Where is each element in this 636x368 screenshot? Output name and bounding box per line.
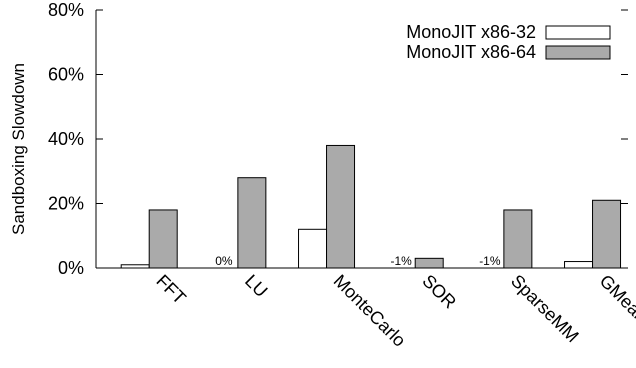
- category-label: SparseMM: [507, 271, 583, 347]
- category-label: GMean: [596, 271, 636, 327]
- category-label: FFT: [152, 271, 189, 308]
- category-label: SOR: [418, 271, 460, 313]
- legend-swatch: [545, 25, 611, 40]
- y-tick-label: 0%: [58, 258, 84, 278]
- labels: 0% 20% 40% 60% 80% Sandboxing Slowdown FFT LU Mo…: [9, 0, 636, 351]
- bar-x86-64-sparsemm: [503, 209, 533, 269]
- bar-x86-64-gmean: [592, 199, 622, 269]
- bar-x86-64-fft: [148, 209, 178, 269]
- legend-swatch: [545, 45, 611, 60]
- bar-x86-32-fft: [120, 264, 150, 269]
- bar-x86-32-montecarlo: [298, 228, 328, 269]
- category-label: LU: [241, 271, 271, 301]
- legend-label: MonoJIT x86-64: [406, 42, 536, 62]
- bars: [120, 144, 622, 269]
- data-label: -1%: [391, 254, 413, 268]
- bar-x86-32-gmean: [564, 261, 594, 269]
- category-label: MonteCarlo: [330, 271, 410, 351]
- bar-x86-64-sor: [414, 257, 444, 269]
- data-label: -1%: [479, 254, 501, 268]
- legend-label: MonoJIT x86-32: [406, 22, 536, 42]
- y-axis-label: Sandboxing Slowdown: [9, 63, 28, 235]
- y-tick-label: 60%: [48, 65, 84, 85]
- bar-x86-64-montecarlo: [326, 144, 356, 269]
- y-tick-label: 80%: [48, 0, 84, 20]
- axes: [95, 9, 628, 269]
- data-label: 0%: [215, 254, 233, 268]
- y-tick-label: 20%: [48, 194, 84, 214]
- y-tick-label: 40%: [48, 129, 84, 149]
- bar-x86-64-lu: [237, 177, 267, 269]
